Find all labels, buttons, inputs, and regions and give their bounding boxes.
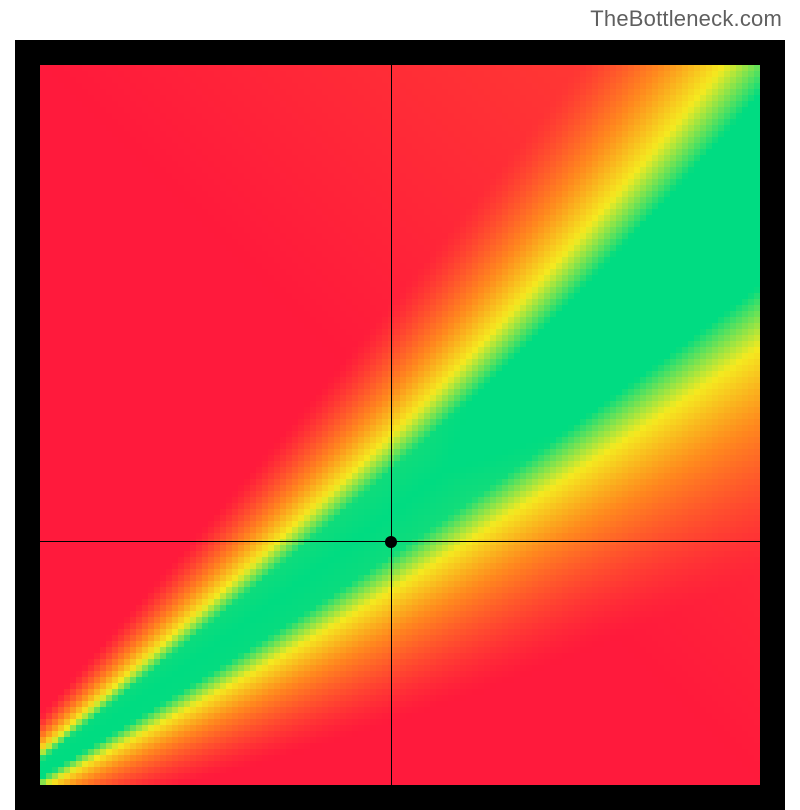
crosshair-vertical [391, 65, 392, 785]
data-point-marker [385, 536, 397, 548]
watermark-text: TheBottleneck.com [590, 6, 782, 32]
crosshair-horizontal [40, 541, 760, 542]
bottleneck-heatmap [40, 65, 760, 785]
